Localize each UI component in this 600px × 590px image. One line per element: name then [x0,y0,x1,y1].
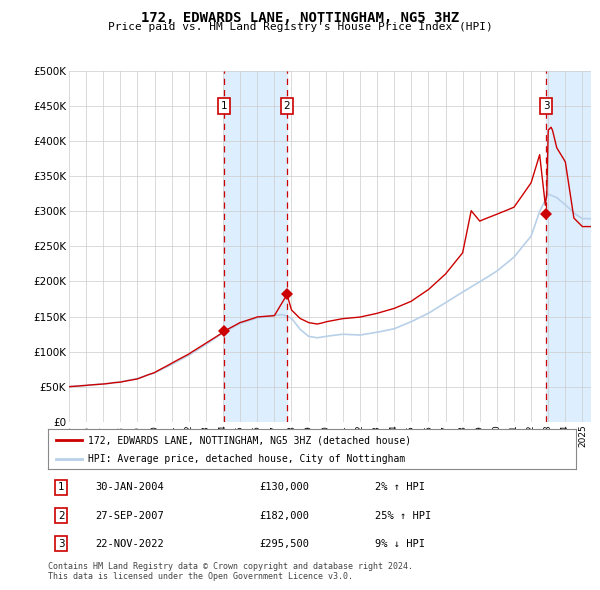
Text: HPI: Average price, detached house, City of Nottingham: HPI: Average price, detached house, City… [88,454,405,464]
Text: 2: 2 [58,510,65,520]
Text: 25% ↑ HPI: 25% ↑ HPI [376,510,431,520]
Text: £130,000: £130,000 [259,483,309,493]
Text: 1: 1 [221,101,228,111]
Text: Price paid vs. HM Land Registry's House Price Index (HPI): Price paid vs. HM Land Registry's House … [107,22,493,32]
Text: 27-SEP-2007: 27-SEP-2007 [95,510,164,520]
Text: 30-JAN-2004: 30-JAN-2004 [95,483,164,493]
Text: 2% ↑ HPI: 2% ↑ HPI [376,483,425,493]
Text: 172, EDWARDS LANE, NOTTINGHAM, NG5 3HZ: 172, EDWARDS LANE, NOTTINGHAM, NG5 3HZ [141,11,459,25]
Text: 22-NOV-2022: 22-NOV-2022 [95,539,164,549]
Text: 3: 3 [543,101,550,111]
Bar [224,71,287,422]
Text: 2: 2 [284,101,290,111]
Text: £182,000: £182,000 [259,510,309,520]
Text: 3: 3 [58,539,65,549]
Text: 172, EDWARDS LANE, NOTTINGHAM, NG5 3HZ (detached house): 172, EDWARDS LANE, NOTTINGHAM, NG5 3HZ (… [88,435,411,445]
Text: 1: 1 [58,483,65,493]
Text: This data is licensed under the Open Government Licence v3.0.: This data is licensed under the Open Gov… [48,572,353,581]
Bar [547,71,591,422]
Text: Contains HM Land Registry data © Crown copyright and database right 2024.: Contains HM Land Registry data © Crown c… [48,562,413,571]
Text: £295,500: £295,500 [259,539,309,549]
Text: 9% ↓ HPI: 9% ↓ HPI [376,539,425,549]
